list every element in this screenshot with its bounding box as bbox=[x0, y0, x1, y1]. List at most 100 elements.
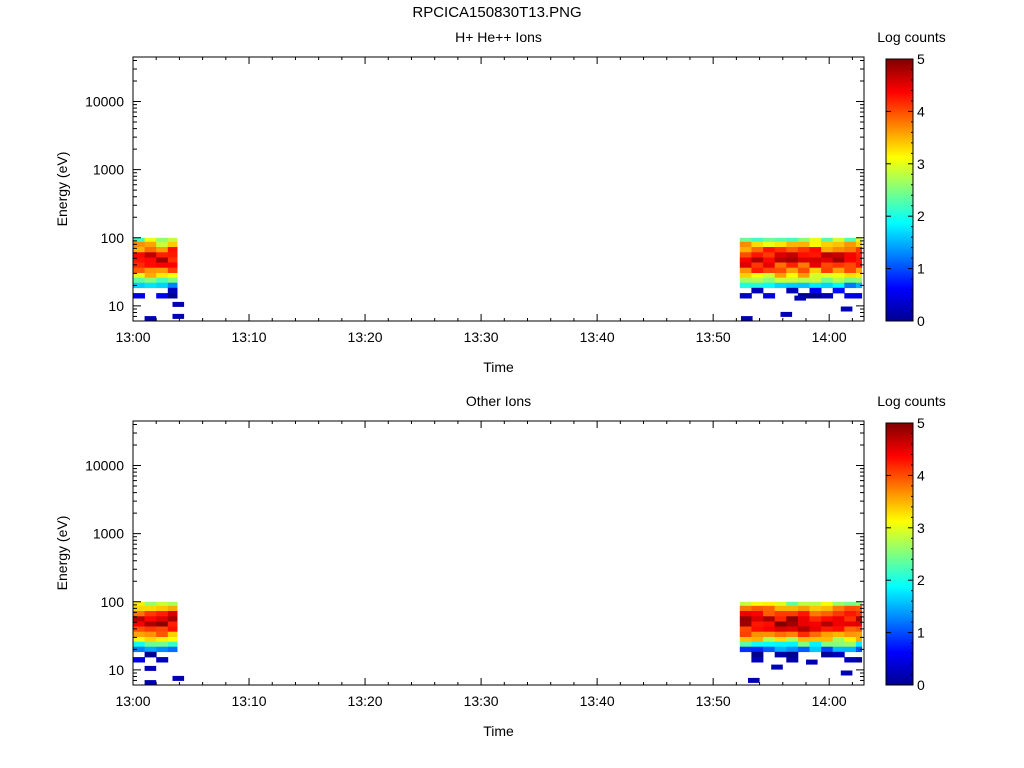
heatmap-cell bbox=[167, 257, 178, 263]
heatmap-cell bbox=[832, 621, 845, 627]
heatmap-cell bbox=[821, 241, 834, 248]
colorbar-tick-label: 5 bbox=[917, 51, 925, 67]
heatmap-cell bbox=[763, 626, 776, 632]
heatmap-cell bbox=[797, 273, 810, 278]
heatmap-cell bbox=[751, 637, 764, 642]
heatmap-cell bbox=[786, 252, 799, 258]
heatmap-cell bbox=[133, 631, 145, 638]
heatmap-cell bbox=[821, 651, 834, 658]
y-tick-label: 10 bbox=[108, 662, 124, 678]
colorbar-tick-label: 3 bbox=[917, 156, 925, 172]
heatmap-cell bbox=[156, 293, 169, 299]
heatmap-cell bbox=[797, 267, 810, 274]
heatmap-cell bbox=[739, 293, 752, 299]
sparse-count-cell bbox=[806, 659, 818, 665]
heatmap-cell bbox=[739, 247, 752, 253]
heatmap-cell bbox=[763, 282, 776, 289]
heatmap-cell bbox=[797, 247, 810, 253]
x-tick-label: 13:40 bbox=[580, 329, 615, 345]
heatmap-cell bbox=[855, 611, 863, 617]
heatmap-cell bbox=[832, 641, 845, 647]
heatmap-cell bbox=[133, 247, 145, 253]
sparse-count-cell bbox=[840, 670, 853, 676]
heatmap-cell bbox=[144, 262, 157, 268]
heatmap-cell bbox=[751, 262, 764, 268]
colorbar-tick-label: 4 bbox=[917, 467, 925, 483]
heatmap-cell bbox=[844, 616, 857, 622]
heatmap-cell bbox=[855, 282, 863, 289]
heatmap-cell bbox=[832, 631, 845, 638]
heatmap-cell bbox=[821, 646, 834, 653]
colorbar-label: Log counts bbox=[877, 29, 946, 45]
heatmap-cell bbox=[809, 287, 822, 294]
colorbar-gradient bbox=[885, 422, 914, 686]
heatmap-cell bbox=[821, 267, 834, 274]
heatmap-cell bbox=[832, 241, 845, 248]
heatmap-cell bbox=[832, 282, 845, 289]
heatmap-cell bbox=[844, 605, 857, 612]
x-tick-label: 13:20 bbox=[348, 329, 383, 345]
heatmap-cell bbox=[156, 631, 169, 638]
heatmap-cell bbox=[763, 601, 776, 607]
heatmap-cell bbox=[821, 601, 834, 607]
heatmap-cell bbox=[821, 277, 834, 283]
heatmap-cell bbox=[797, 641, 810, 647]
heatmap-cell bbox=[133, 611, 145, 617]
heatmap-cell bbox=[809, 637, 822, 642]
sparse-count-cell bbox=[144, 665, 157, 671]
heatmap-cell bbox=[751, 601, 764, 607]
heatmap-cell bbox=[809, 282, 822, 289]
sparse-count-cell bbox=[172, 313, 185, 319]
heatmap-cell bbox=[739, 637, 752, 642]
heatmap-cell bbox=[133, 277, 145, 283]
heatmap-cell bbox=[832, 252, 845, 258]
heatmap-cell bbox=[133, 262, 145, 268]
heatmap-cell bbox=[821, 631, 834, 638]
heatmap-cell bbox=[844, 631, 857, 638]
heatmap-cell bbox=[739, 605, 752, 612]
heatmap-cell bbox=[739, 257, 752, 263]
heatmap-cell bbox=[156, 605, 169, 612]
heatmap-cell bbox=[774, 631, 787, 638]
x-axis-label: Time bbox=[483, 723, 514, 739]
heatmap-cell bbox=[832, 257, 845, 263]
heatmap-cell bbox=[855, 626, 863, 632]
heatmap-cell bbox=[797, 646, 810, 653]
heatmap-cell bbox=[797, 637, 810, 642]
heatmap-cell bbox=[763, 611, 776, 617]
heatmap-cell bbox=[844, 626, 857, 632]
heatmap-cell bbox=[763, 646, 776, 653]
heatmap-cell bbox=[144, 257, 157, 263]
heatmap-cell bbox=[797, 631, 810, 638]
heatmap-cell bbox=[821, 641, 834, 647]
heatmap-cell bbox=[739, 282, 752, 289]
plot-frame bbox=[132, 420, 865, 686]
heatmap-cell bbox=[832, 605, 845, 612]
x-tick-label: 14:00 bbox=[812, 329, 847, 345]
heatmap-cell bbox=[832, 626, 845, 632]
x-tick-label: 13:10 bbox=[232, 329, 267, 345]
heatmap-cell bbox=[144, 282, 157, 289]
panel-1: 13:00 13:10 13:20 13:30 13:40 13:50 14:0010100… bbox=[54, 29, 946, 375]
heatmap-cell bbox=[821, 293, 834, 299]
heatmap-cell bbox=[144, 646, 157, 653]
heatmap-cell bbox=[844, 293, 857, 299]
heatmap-cell bbox=[739, 273, 752, 278]
heatmap-cell bbox=[786, 631, 799, 638]
heatmap-cell bbox=[797, 277, 810, 283]
heatmap-cell bbox=[133, 241, 145, 248]
heatmap-cell bbox=[855, 267, 863, 274]
heatmap-cell bbox=[751, 605, 764, 612]
heatmap-cell bbox=[786, 237, 799, 243]
heatmap-cell bbox=[739, 237, 752, 243]
heatmap-cell bbox=[786, 287, 799, 294]
heatmap-cell bbox=[774, 273, 787, 278]
x-tick-label: 13:50 bbox=[696, 329, 731, 345]
heatmap-cell bbox=[786, 282, 799, 289]
heatmap-cell bbox=[774, 247, 787, 253]
heatmap-cell bbox=[144, 621, 157, 627]
heatmap-cell bbox=[809, 273, 822, 278]
colorbar-tick-label: 2 bbox=[917, 208, 925, 224]
x-tick-label: 13:30 bbox=[464, 329, 499, 345]
